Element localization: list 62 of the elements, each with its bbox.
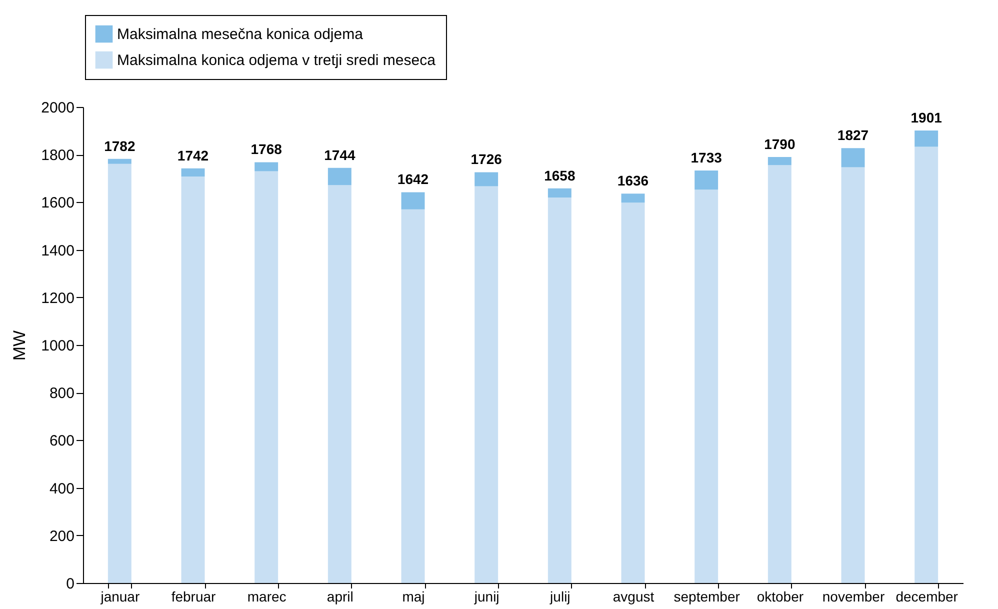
- total-label: 1782: [104, 138, 136, 154]
- x-tick-label: avgust: [612, 588, 654, 604]
- x-tick-label: september: [674, 588, 740, 604]
- total-label: 1742: [177, 147, 209, 164]
- bar: [841, 148, 865, 168]
- y-tick-label: 1000: [41, 338, 74, 354]
- bar: [254, 162, 278, 172]
- bar: [768, 165, 792, 583]
- y-tick-label: 1800: [41, 147, 74, 164]
- bar: [914, 130, 938, 147]
- bar: [181, 168, 205, 176]
- x-tick-label: december: [896, 588, 958, 604]
- total-label: 1733: [690, 150, 722, 166]
- bar: [328, 185, 352, 583]
- total-label: 1636: [617, 172, 649, 189]
- legend-label: Maksimalna mesečna konica odjema: [117, 26, 364, 43]
- y-tick-label: 600: [49, 432, 74, 450]
- bar: [328, 168, 352, 186]
- x-tick-label: maj: [402, 588, 425, 604]
- x-tick-label: januar: [100, 588, 140, 604]
- bar: [548, 188, 572, 198]
- bar: [621, 202, 645, 583]
- bar: [914, 146, 938, 583]
- total-label: 1901: [910, 110, 942, 126]
- bar: [474, 172, 498, 186]
- y-tick-label: 200: [49, 528, 74, 545]
- total-label: 1744: [324, 146, 356, 163]
- total-label: 1768: [250, 141, 282, 158]
- total-label: 1726: [470, 151, 502, 168]
- x-tick-label: oktober: [756, 588, 804, 604]
- y-tick-label: 400: [49, 480, 74, 498]
- bar: [474, 186, 498, 583]
- y-axis-title: MW: [10, 330, 30, 361]
- bar: [694, 190, 718, 583]
- x-tick-label: marec: [247, 588, 286, 604]
- x-tick-label: november: [822, 588, 885, 604]
- total-label: 1658: [544, 167, 576, 184]
- bar: [108, 158, 132, 164]
- bar: [548, 197, 572, 583]
- y-tick-label: 1400: [41, 242, 74, 260]
- bar: [694, 170, 718, 190]
- y-tick-label: 1200: [41, 290, 74, 307]
- total-label: 1790: [764, 136, 796, 152]
- bar: [841, 167, 865, 583]
- y-tick-label: 0: [66, 576, 74, 592]
- x-tick-label: februar: [171, 588, 216, 604]
- x-tick-label: julij: [549, 588, 570, 604]
- y-tick-label: 1600: [41, 194, 74, 212]
- bar: [254, 171, 278, 583]
- bar: [108, 164, 132, 583]
- bar: [181, 176, 205, 583]
- bar: [401, 192, 425, 210]
- x-tick-label: junij: [473, 588, 500, 604]
- bar: [401, 209, 425, 583]
- total-label: 1642: [397, 171, 429, 188]
- y-tick-label: 2000: [41, 100, 74, 116]
- y-tick-label: 800: [49, 385, 74, 402]
- bar: [768, 156, 792, 166]
- legend-label: Maksimalna konica odjema v tretji sredi meseca: [117, 52, 436, 69]
- total-label: 1827: [837, 127, 869, 144]
- bar: [621, 194, 645, 203]
- x-tick-label: april: [326, 588, 354, 604]
